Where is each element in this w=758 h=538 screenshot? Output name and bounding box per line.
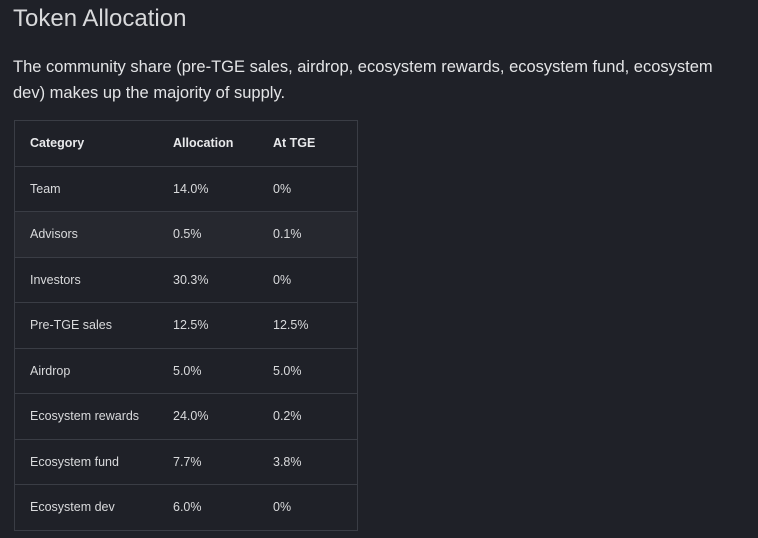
table-row: Airdrop 5.0% 5.0% bbox=[14, 348, 358, 394]
table-cell: 30.3% bbox=[158, 257, 258, 303]
header-cell: At TGE bbox=[258, 120, 358, 167]
table-row: Investors 30.3% 0% bbox=[14, 257, 358, 303]
table-row: Pre-TGE sales 12.5% 12.5% bbox=[14, 302, 358, 349]
header-row: Category Allocation At TGE bbox=[14, 120, 358, 167]
table-cell: 5.0% bbox=[258, 348, 358, 394]
table-cell: 6.0% bbox=[158, 484, 258, 531]
table-cell: Ecosystem dev bbox=[14, 484, 158, 531]
table-cell: 3.8% bbox=[258, 439, 358, 485]
table-row: Ecosystem dev 6.0% 0% bbox=[14, 484, 358, 531]
table-cell: 0% bbox=[258, 484, 358, 531]
table-cell: 24.0% bbox=[158, 393, 258, 440]
table-cell: 12.5% bbox=[258, 302, 358, 349]
table-row: Ecosystem fund 7.7% 3.8% bbox=[14, 439, 358, 485]
header-cell: Allocation bbox=[158, 120, 258, 167]
table-cell: Ecosystem fund bbox=[14, 439, 158, 485]
header-cell: Category bbox=[14, 120, 158, 167]
table-cell: 7.7% bbox=[158, 439, 258, 485]
table-cell: Team bbox=[14, 166, 158, 212]
table-cell: Pre-TGE sales bbox=[14, 302, 158, 349]
table-body: Team 14.0% 0% Advisors 0.5% 0.1% Investors 30.3… bbox=[14, 166, 358, 531]
table-cell: 0.2% bbox=[258, 393, 358, 440]
table-cell: 0.5% bbox=[158, 211, 258, 258]
table-cell: 0% bbox=[258, 257, 358, 303]
table-row: Advisors 0.5% 0.1% bbox=[14, 211, 358, 258]
table-cell: 0.1% bbox=[258, 211, 358, 258]
title: Token Allocation bbox=[13, 5, 187, 32]
table-cell: Advisors bbox=[14, 211, 158, 258]
table-cell: 14.0% bbox=[158, 166, 258, 212]
table-cell: Airdrop bbox=[14, 348, 158, 394]
description: The community share (pre-TGE sales, aird… bbox=[13, 58, 713, 102]
table-row: Ecosystem rewards 24.0% 0.2% bbox=[14, 393, 358, 440]
allocation-table: Category Allocation At TGE Team 14.0% 0% Advi… bbox=[14, 120, 358, 531]
table-cell: 12.5% bbox=[158, 302, 258, 349]
table-cell: 5.0% bbox=[158, 348, 258, 394]
table-row: Team 14.0% 0% bbox=[14, 166, 358, 212]
table-cell: Ecosystem rewards bbox=[14, 393, 158, 440]
table-cell: Investors bbox=[14, 257, 158, 303]
table-cell: 0% bbox=[258, 166, 358, 212]
